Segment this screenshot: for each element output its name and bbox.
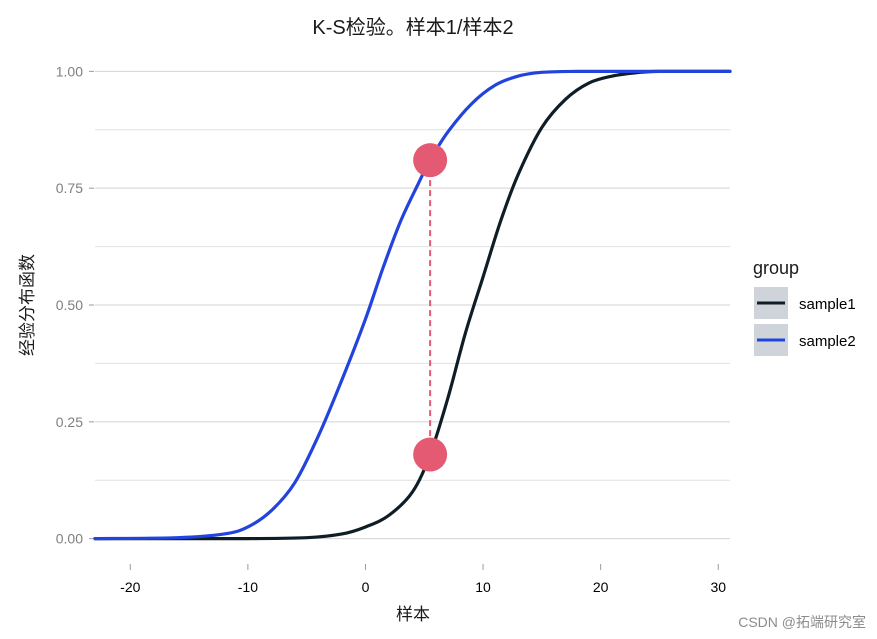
y-axis-label: 经验分布函数	[18, 254, 37, 356]
y-tick-label: 0.25	[56, 414, 83, 430]
watermark: CSDN @拓端研究室	[738, 614, 866, 630]
y-tick-label: 0.00	[56, 531, 83, 547]
x-tick-label: 20	[593, 579, 609, 595]
x-axis-label: 样本	[396, 605, 430, 624]
y-tick-label: 0.50	[56, 297, 83, 313]
legend-label-sample1: sample1	[799, 296, 856, 313]
x-tick-label: 30	[710, 579, 726, 595]
y-axis-ticks: 0.00 0.25 0.50 0.75 1.00	[56, 63, 94, 547]
series-line-sample2	[93, 69, 732, 541]
ks-point-lower	[413, 437, 448, 472]
legend: group sample1 sample2	[753, 258, 856, 356]
ks-point-upper	[413, 143, 448, 178]
x-tick-label: -20	[120, 579, 140, 595]
x-tick-label: 10	[475, 579, 491, 595]
legend-label-sample2: sample2	[799, 333, 856, 350]
y-tick-label: 0.75	[56, 180, 83, 196]
x-tick-label: -10	[238, 579, 258, 595]
series-line-sample1	[93, 69, 732, 541]
ks-annotation	[413, 143, 448, 472]
chart-title: K-S检验。样本1/样本2	[312, 16, 513, 39]
x-axis-ticks: -20 -10 0 10 20 30	[120, 564, 726, 595]
gridlines	[95, 70, 730, 540]
x-tick-label: 0	[362, 579, 370, 595]
legend-title: group	[753, 258, 799, 278]
series-lines	[93, 69, 732, 541]
y-tick-label: 1.00	[56, 63, 83, 79]
